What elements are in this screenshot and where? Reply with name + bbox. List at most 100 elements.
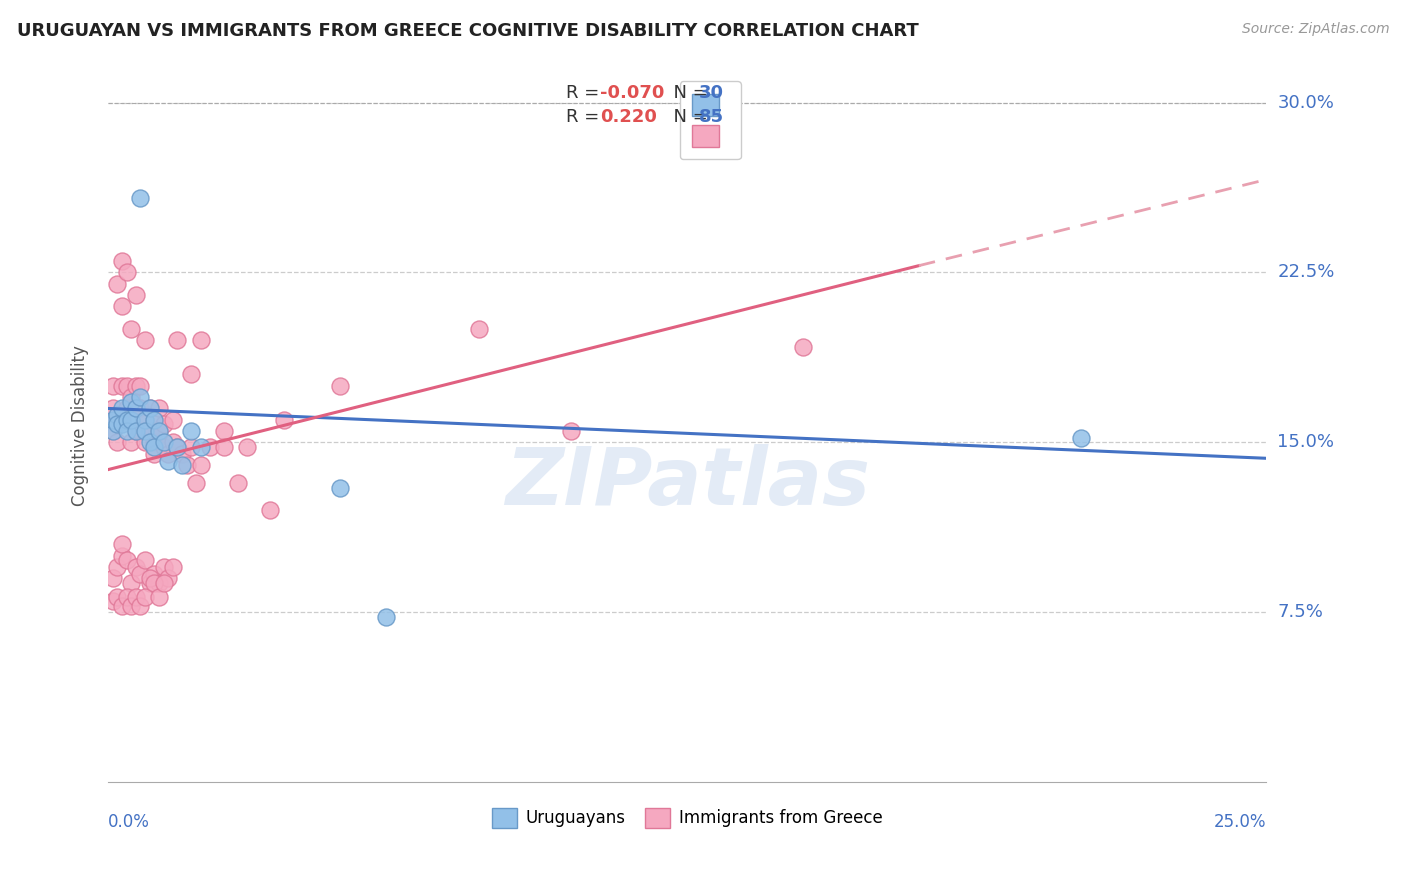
Point [134,424,156,438]
Point [190,458,212,472]
Point [162,435,184,450]
Point [111,537,134,551]
Point [101,378,124,392]
Point [120,435,142,450]
Point [176,458,198,472]
Point [125,560,148,574]
Point [212,424,235,438]
Text: URUGUAYAN VS IMMIGRANTS FROM GREECE COGNITIVE DISABILITY CORRELATION CHART: URUGUAYAN VS IMMIGRANTS FROM GREECE COGN… [17,22,918,40]
Point [120,394,142,409]
Point [111,417,134,432]
Point [180,424,202,438]
Point [560,424,582,438]
Point [101,424,124,438]
Point [259,503,281,517]
Text: Source: ZipAtlas.com: Source: ZipAtlas.com [1241,22,1389,37]
Point [375,610,398,624]
Point [143,440,166,454]
Point [111,599,134,613]
Point [148,424,170,438]
Text: 0.220: 0.220 [600,108,657,126]
Point [101,571,124,585]
Point [138,571,160,585]
Point [138,401,160,416]
Point [148,576,170,591]
Text: 7.5%: 7.5% [1278,603,1323,622]
Point [273,413,295,427]
Point [111,378,134,392]
Text: 25.0%: 25.0% [1213,813,1267,831]
Point [148,401,170,416]
Point [129,390,152,404]
Point [184,476,207,491]
Point [198,440,221,454]
Point [212,440,235,454]
Point [138,401,160,416]
Point [115,378,138,392]
Point [134,334,156,348]
Point [125,378,148,392]
Point [125,424,148,438]
Point [125,401,148,416]
Point [120,390,142,404]
Point [134,413,156,427]
Point [111,549,134,563]
Point [129,401,152,416]
Point [166,334,188,348]
Point [138,435,160,450]
Point [115,424,138,438]
Text: 15.0%: 15.0% [1278,434,1334,451]
Point [120,576,142,591]
Point [111,300,134,314]
Point [157,453,180,467]
Point [329,378,352,392]
Point [105,417,128,432]
Point [157,571,180,585]
Point [143,576,166,591]
Point [1070,431,1092,445]
Point [115,553,138,567]
Text: 30.0%: 30.0% [1278,94,1334,112]
Point [101,413,124,427]
Point [180,440,202,454]
Point [115,401,138,416]
Point [134,435,156,450]
Point [172,458,194,472]
Point [120,413,142,427]
Point [101,424,124,438]
Point [129,424,152,438]
Point [125,288,148,302]
Point [134,553,156,567]
Point [101,594,124,608]
Point [125,401,148,416]
Point [143,413,166,427]
Point [162,413,184,427]
Y-axis label: Cognitive Disability: Cognitive Disability [72,345,89,506]
Point [134,590,156,604]
Point [105,590,128,604]
Point [792,340,814,354]
Point [101,401,124,416]
Point [157,447,180,461]
Point [152,435,174,450]
Point [152,417,174,432]
Point [105,435,128,450]
Point [162,560,184,574]
Point [115,590,138,604]
Legend: Uruguayans, Immigrants from Greece: Uruguayans, Immigrants from Greece [485,801,889,835]
Point [180,368,202,382]
Point [143,435,166,450]
Point [120,322,142,336]
Point [129,566,152,581]
Point [129,599,152,613]
Text: 85: 85 [699,108,724,126]
Point [329,481,352,495]
Text: N =: N = [662,84,713,103]
Point [143,413,166,427]
Point [111,413,134,427]
Point [120,599,142,613]
Point [166,440,188,454]
Point [190,334,212,348]
Point [226,476,249,491]
Point [111,254,134,268]
